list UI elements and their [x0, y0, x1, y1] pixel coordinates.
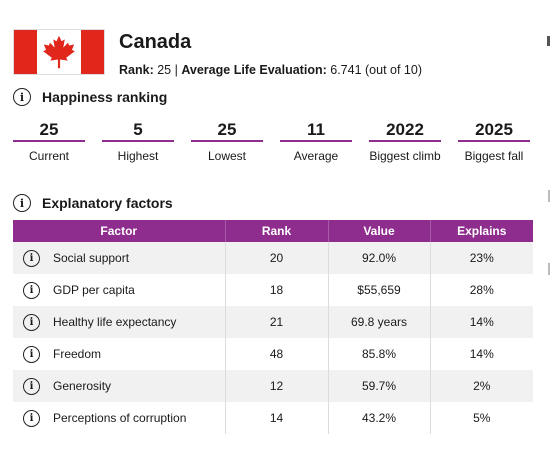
side-mark	[547, 36, 550, 46]
factor-cell: i GDP per capita	[13, 274, 225, 306]
explains-cell: 5%	[429, 402, 533, 434]
flag-right-band	[81, 30, 104, 74]
rank-cell: 12	[224, 370, 328, 402]
stat-label: Average	[293, 149, 339, 163]
factor-cell: i Healthy life expectancy	[13, 306, 225, 338]
stat-biggest-fall: 2025 Biggest fall	[458, 117, 530, 167]
evaluation-label: Average Life Evaluation:	[181, 63, 327, 77]
section-title: Explanatory factors	[42, 195, 173, 211]
value-cell: 59.7%	[327, 370, 430, 402]
table-row: i Perceptions of corruption 14 43.2% 5%	[13, 402, 533, 434]
canada-flag	[13, 29, 105, 75]
side-mark	[548, 263, 550, 275]
rank-cell: 14	[224, 402, 328, 434]
column-header-explains: Explains	[429, 220, 533, 242]
stat-current: 25 Current	[13, 117, 85, 167]
evaluation-value: 6.741 (out of 10)	[330, 63, 422, 77]
table-row: i Generosity 12 59.7% 2%	[13, 370, 533, 402]
table-header-row: Factor Rank Value Explains	[13, 220, 533, 242]
stat-biggest-climb: 2022 Biggest climb	[369, 117, 441, 167]
table-row: i Freedom 48 85.8% 14%	[13, 338, 533, 370]
value-cell: 43.2%	[327, 402, 430, 434]
rank-separator: |	[174, 63, 178, 77]
factor-name: GDP per capita	[53, 283, 135, 297]
stat-average: 11 Average	[280, 117, 352, 167]
stat-value: 11	[280, 117, 352, 142]
value-cell: 69.8 years	[327, 306, 430, 338]
flag-center	[37, 30, 81, 74]
column-header-factor: Factor	[13, 220, 225, 242]
rank-value: 25	[157, 63, 172, 77]
rank-summary: Rank: 25 | Average Life Evaluation: 6.74…	[119, 63, 422, 77]
stat-value: 5	[102, 117, 174, 142]
maple-leaf-icon	[43, 35, 75, 69]
factor-cell: i Perceptions of corruption	[13, 402, 225, 434]
flag-left-band	[14, 30, 37, 74]
stat-label: Current	[28, 149, 69, 163]
stat-value: 25	[191, 117, 263, 142]
country-name: Canada	[119, 31, 192, 53]
happiness-stats: 25 Current 5 Highest 25 Lowest 11 Averag…	[13, 117, 530, 167]
factor-cell: i Social support	[13, 242, 225, 274]
info-icon[interactable]: i	[23, 345, 40, 363]
table-row: i GDP per capita 18 $55,659 28%	[13, 274, 533, 306]
happiness-ranking-header: i Happiness ranking	[13, 88, 167, 106]
stat-highest: 5 Highest	[102, 117, 174, 167]
side-mark	[548, 190, 550, 202]
info-icon[interactable]: i	[23, 249, 40, 267]
column-header-rank: Rank	[224, 220, 328, 242]
factor-name: Perceptions of corruption	[53, 411, 187, 425]
value-cell: $55,659	[327, 274, 430, 306]
stat-label: Highest	[117, 149, 159, 163]
section-title: Happiness ranking	[42, 89, 168, 105]
factor-cell: i Generosity	[13, 370, 225, 402]
explanatory-factors-header: i Explanatory factors	[13, 194, 173, 212]
rank-cell: 18	[224, 274, 328, 306]
stat-value: 25	[13, 117, 85, 142]
info-icon[interactable]: i	[13, 194, 31, 212]
column-header-value: Value	[327, 220, 430, 242]
info-icon[interactable]: i	[23, 313, 40, 331]
factor-name: Social support	[53, 251, 130, 265]
stat-label: Biggest climb	[369, 149, 441, 163]
explains-cell: 28%	[429, 274, 533, 306]
value-cell: 92.0%	[327, 242, 430, 274]
factors-table: Factor Rank Value Explains i Social suppo…	[13, 220, 533, 434]
stat-label: Biggest fall	[464, 149, 524, 163]
rank-cell: 48	[224, 338, 328, 370]
value-cell: 85.8%	[327, 338, 430, 370]
rank-cell: 20	[224, 242, 328, 274]
stat-lowest: 25 Lowest	[191, 117, 263, 167]
factor-cell: i Freedom	[13, 338, 225, 370]
rank-label: Rank:	[119, 63, 154, 77]
explains-cell: 2%	[429, 370, 533, 402]
explains-cell: 23%	[429, 242, 533, 274]
stat-value: 2022	[369, 117, 441, 142]
table-row: i Social support 20 92.0% 23%	[13, 242, 533, 274]
rank-cell: 21	[224, 306, 328, 338]
info-icon[interactable]: i	[13, 88, 31, 106]
explains-cell: 14%	[429, 338, 533, 370]
factor-name: Generosity	[53, 379, 112, 393]
stat-label: Lowest	[207, 149, 247, 163]
explains-cell: 14%	[429, 306, 533, 338]
info-icon[interactable]: i	[23, 281, 40, 299]
factor-name: Freedom	[53, 347, 102, 361]
factor-name: Healthy life expectancy	[53, 315, 177, 329]
info-icon[interactable]: i	[23, 409, 40, 427]
info-icon[interactable]: i	[23, 377, 40, 395]
table-row: i Healthy life expectancy 21 69.8 years 1…	[13, 306, 533, 338]
stat-value: 2025	[458, 117, 530, 142]
